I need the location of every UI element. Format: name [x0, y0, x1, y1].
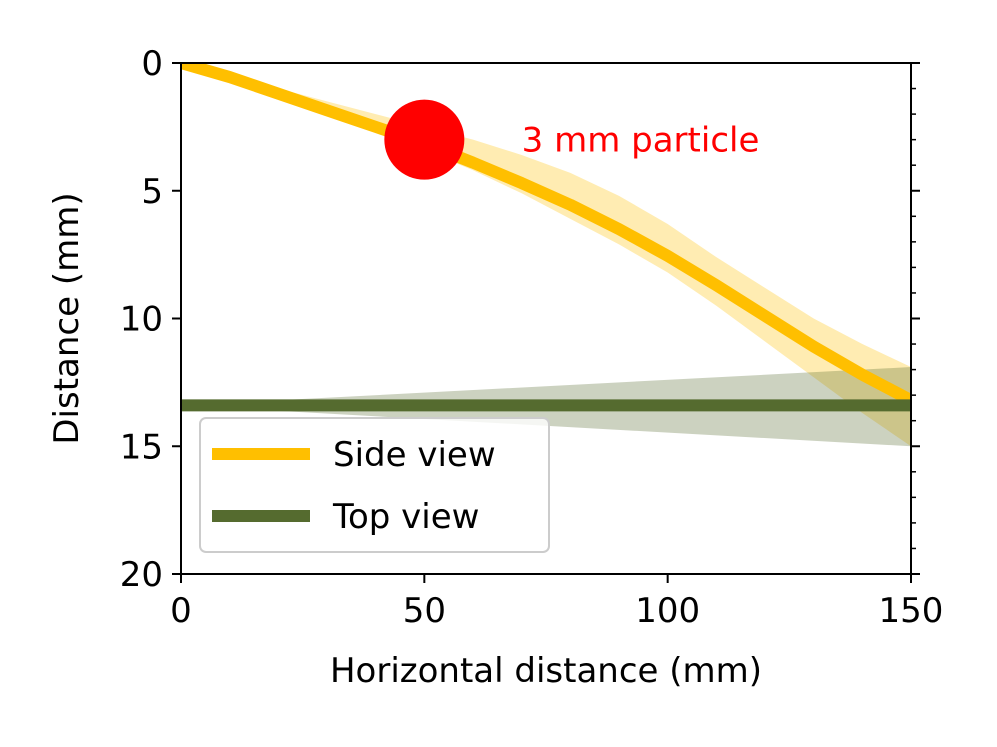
- legend: Side view Top view: [199, 417, 550, 553]
- lines-layer: [181, 63, 911, 412]
- x-axis: 0 50 100 150: [170, 574, 943, 631]
- y-axis-right-ticks: [911, 62, 920, 575]
- y-tick-label: 5: [141, 172, 163, 212]
- x-tick-label: 100: [635, 591, 700, 631]
- legend-label-top-view: Top view: [332, 497, 479, 537]
- y-axis: 0 5 10 15 20: [120, 44, 181, 595]
- y-tick-label: 20: [120, 555, 163, 595]
- side-view-line: [181, 63, 911, 406]
- x-tick-label: 150: [879, 591, 944, 631]
- x-tick-label: 50: [403, 591, 446, 631]
- particle-marker: [384, 99, 465, 180]
- x-tick-label: 0: [170, 591, 192, 631]
- legend-label-side-view: Side view: [333, 435, 496, 475]
- y-axis-label: Distance (mm): [47, 192, 87, 444]
- markers-layer: [384, 99, 465, 180]
- y-tick-label: 10: [120, 300, 163, 340]
- y-tick-label: 15: [120, 427, 163, 467]
- y-tick-label: 0: [141, 44, 163, 84]
- annotations-layer: 3 mm particle: [522, 121, 760, 161]
- particle-annotation: 3 mm particle: [522, 121, 760, 161]
- x-axis-label: Horizontal distance (mm): [330, 651, 762, 691]
